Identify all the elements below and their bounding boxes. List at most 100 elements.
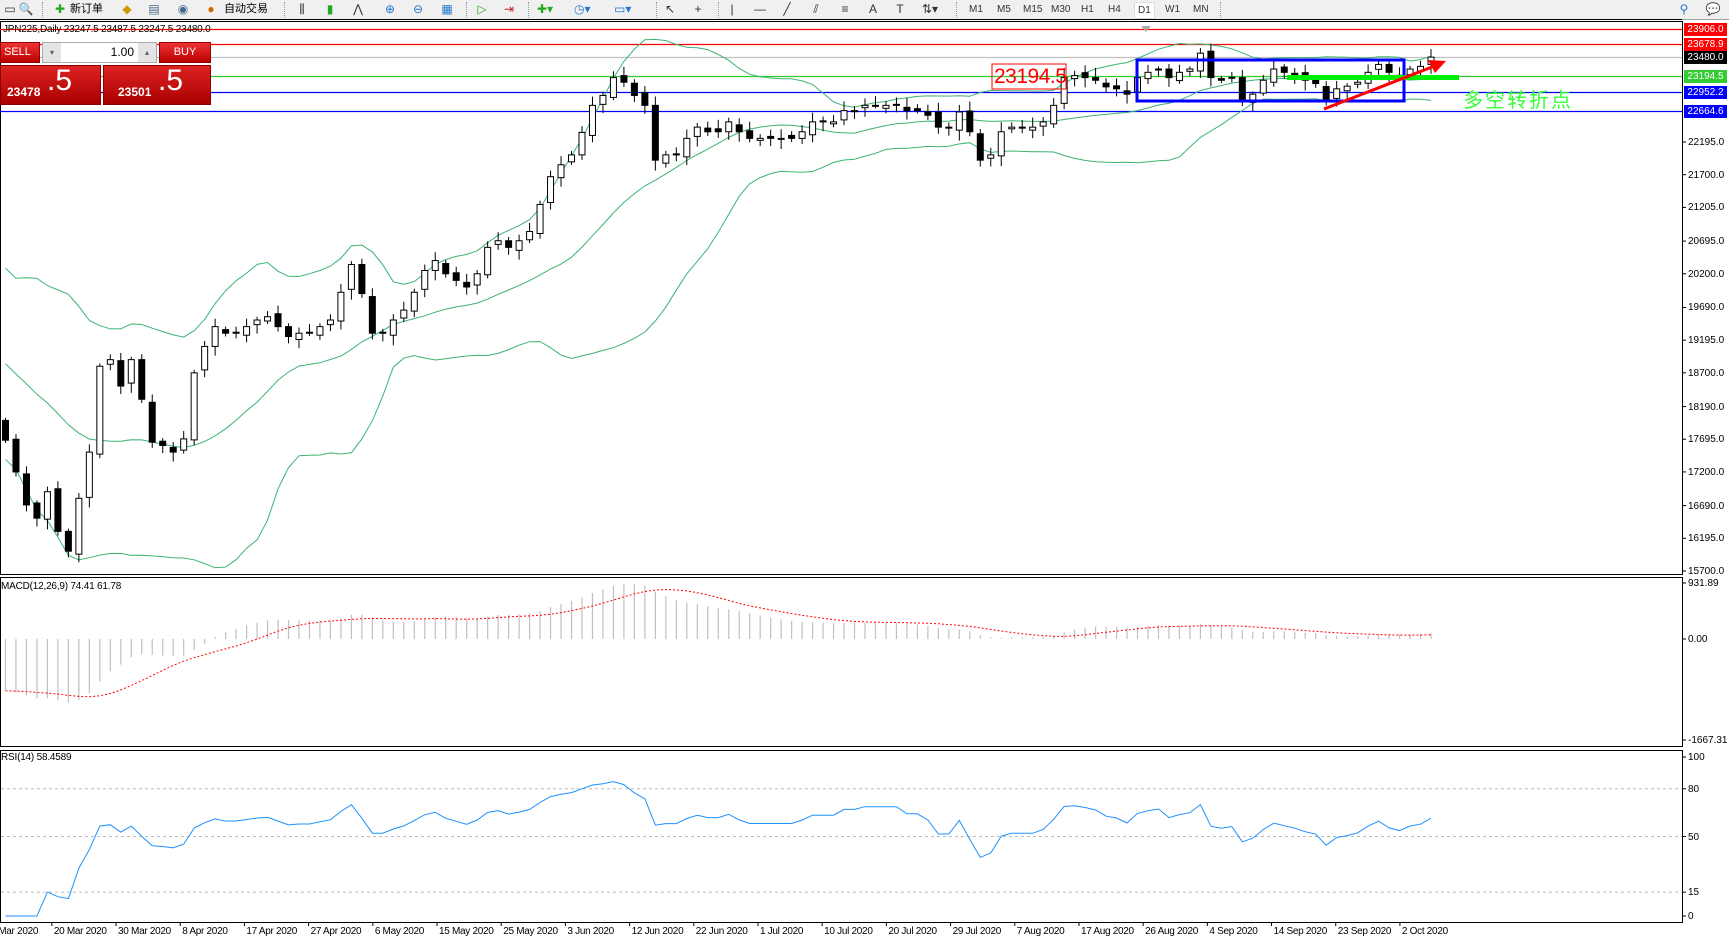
candle-bearish (169, 446, 177, 453)
candle-bullish (1039, 121, 1047, 127)
lot-size-stepper[interactable]: ▾ 1.00 ▴ (42, 42, 157, 63)
candle-bullish (190, 372, 198, 441)
cursor-icon[interactable]: ↖ (664, 2, 676, 16)
price-level-tag: 23480.0 (1684, 51, 1727, 64)
date-label: 1 Jul 2020 (759, 926, 804, 937)
chat-icon[interactable]: 💬 (1705, 2, 1721, 16)
timeframe-d1[interactable]: D1 (1134, 2, 1155, 19)
arrows-icon[interactable]: ⇅▾ (922, 2, 939, 16)
candle-bearish (222, 329, 230, 334)
bar-chart-icon[interactable]: ⫼ (299, 2, 305, 16)
trendline-icon[interactable]: ╱ (783, 2, 791, 16)
date-label: 17 Apr 2020 (246, 926, 298, 937)
macd-signal-line (5, 588, 1432, 698)
templates-icon[interactable]: ▭▾ (614, 2, 632, 16)
candle-bullish (588, 104, 596, 136)
candle-bullish (96, 365, 104, 455)
lot-size-input[interactable]: 1.00 (110, 45, 134, 59)
line-chart-icon[interactable]: ⋀ (353, 2, 363, 16)
candle-bearish (1385, 63, 1393, 73)
horizontal-line-icon[interactable]: — (754, 2, 766, 16)
auto-trading-button[interactable]: 自动交易 (224, 3, 268, 15)
separator (284, 2, 285, 18)
candle-bearish (138, 359, 146, 400)
fibonacci-icon[interactable]: ≡ (841, 2, 849, 16)
timeframe-h1[interactable]: H1 (1081, 4, 1094, 15)
candle-bullish (568, 154, 576, 163)
candle-bearish (1312, 79, 1320, 85)
timeframe-h4[interactable]: H4 (1108, 4, 1121, 15)
timeframe-m5[interactable]: M5 (997, 4, 1011, 15)
date-label: 4 Sep 2020 (1209, 926, 1258, 937)
candlestick-icon[interactable]: ▮ (326, 2, 334, 16)
date-label: 29 Jul 2020 (952, 926, 1002, 937)
sell-button[interactable]: SELL (0, 42, 40, 63)
candle-bullish (1333, 88, 1341, 99)
text-icon[interactable]: A (868, 2, 877, 16)
channel-icon[interactable]: ⫽ (813, 2, 819, 16)
zoom-in-icon[interactable]: ⊕ (384, 2, 396, 16)
magnifier-icon[interactable]: 🔍 (18, 2, 34, 16)
periods-clock-icon[interactable]: ◷▾ (574, 2, 591, 16)
vertical-line-icon[interactable]: | (730, 2, 734, 16)
candle-bearish (966, 110, 974, 133)
candle-bullish (547, 176, 555, 203)
crosshair-icon[interactable]: + (694, 2, 702, 16)
separator (718, 2, 719, 18)
search-icon[interactable]: ⚲ (1679, 2, 1689, 16)
candle-bullish (861, 104, 869, 109)
indicators-icon[interactable]: ✚▾ (537, 2, 554, 16)
candle-bullish (43, 491, 51, 520)
timeframe-mn[interactable]: MN (1193, 4, 1209, 15)
price-level-tag: 22952.2 (1684, 86, 1727, 99)
auto-trading-icon[interactable]: ● (207, 2, 215, 16)
auto-scroll-icon[interactable]: ▷ (477, 2, 487, 16)
text-label-icon[interactable]: T (896, 2, 904, 16)
candle-bearish (1217, 78, 1225, 81)
lot-increase-icon[interactable]: ▴ (138, 43, 156, 62)
terminal-icon[interactable]: ▤ (148, 2, 160, 16)
candle-bullish (1018, 126, 1026, 129)
candle-bullish (882, 104, 890, 109)
pivot-level-bar (1287, 75, 1459, 80)
timeframe-w1[interactable]: W1 (1165, 4, 1180, 15)
candle-bearish (704, 127, 712, 133)
candle-bullish (871, 104, 879, 107)
candle-bearish (33, 502, 41, 519)
zoom-out-icon[interactable]: ⊖ (412, 2, 424, 16)
lot-decrease-icon[interactable]: ▾ (43, 43, 61, 62)
buy-price-button[interactable]: 23501 .5 (103, 64, 211, 105)
candle-bullish (1154, 68, 1162, 71)
candle-bullish (1196, 52, 1204, 72)
macd-label: MACD(12,26,9) 74.41 61.78 (1, 581, 122, 592)
candle-bearish (1113, 85, 1121, 90)
candle-bearish (442, 263, 450, 275)
price-tick-label: 22195.0 (1688, 137, 1725, 148)
main-pane-border (0, 21, 1683, 575)
candle-bullish (316, 326, 324, 336)
window-icon[interactable]: ▭ (4, 2, 16, 16)
candle-bearish (505, 240, 513, 248)
candle-bullish (609, 77, 617, 98)
sell-price-button[interactable]: 23478 .5 (0, 64, 101, 105)
new-order-button[interactable]: 新订单 (70, 3, 103, 15)
candle-bullish (85, 451, 93, 498)
price-level-tag: 22664.6 (1684, 105, 1727, 118)
candle-bullish (326, 319, 334, 326)
tile-windows-icon[interactable]: ▦ (441, 2, 453, 16)
date-label: 11 Mar 2020 (0, 926, 39, 937)
toolbar: ▭ 🔍 ✚ 新订单 ◆ ▤ ◉ ● 自动交易 ⫼ ▮ ⋀ ⊕ ⊖ ▦ ▷ ⇥ ✚… (0, 0, 1729, 20)
candle-bearish (285, 326, 293, 338)
gold-icon[interactable]: ◆ (122, 2, 132, 16)
new-order-icon[interactable]: ✚ (54, 2, 66, 16)
chart-shift-icon[interactable]: ⇥ (503, 2, 515, 16)
price-tick-label: 21700.0 (1688, 169, 1725, 181)
signal-icon[interactable]: ◉ (177, 2, 189, 16)
date-label: 27 Apr 2020 (310, 926, 362, 937)
timeframe-m1[interactable]: M1 (969, 4, 983, 15)
timeframe-m15[interactable]: M15 (1023, 4, 1043, 15)
candle-bearish (976, 133, 984, 161)
buy-button[interactable]: BUY (159, 42, 211, 63)
timeframe-m30[interactable]: M30 (1051, 4, 1071, 15)
